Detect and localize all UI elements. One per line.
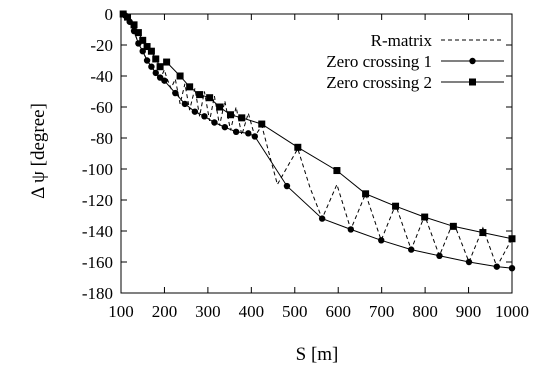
data-point-zero-crossing-2 [216,103,224,111]
y-tick-label: -140 [82,222,113,241]
x-tick-label: 800 [412,302,438,321]
data-point-zero-crossing-1 [245,130,252,137]
series-line-zero-crossing-1 [124,15,513,269]
data-point-zero-crossing-2 [147,47,155,55]
data-point-zero-crossing-2 [226,111,234,119]
y-tick-label: -40 [90,67,113,86]
data-point-zero-crossing-1 [181,100,189,108]
legend-label-zero-crossing-2: Zero crossing 2 [326,73,432,92]
data-point-zero-crossing-1 [347,226,355,233]
data-point-zero-crossing-1 [143,57,151,64]
data-point-zero-crossing-2 [130,21,138,29]
data-point-zero-crossing-2 [258,120,266,128]
data-point-zero-crossing-2 [124,13,132,21]
data-point-zero-crossing-1 [283,182,291,190]
y-axis-title: Δ ψ [degree] [28,103,49,199]
x-tick-label: 100 [108,302,134,321]
y-tick-label: -60 [90,98,113,117]
data-point-zero-crossing-1 [436,252,443,259]
data-point-zero-crossing-2 [186,83,194,91]
data-point-zero-crossing-1 [172,89,179,97]
data-point-zero-crossing-2 [163,58,171,66]
data-point-zero-crossing-1 [318,215,326,222]
y-tick-label: -160 [82,253,113,272]
x-axis-title: S [m] [296,344,339,365]
x-tick-label: 900 [456,302,482,321]
x-tick-label: 200 [152,302,178,321]
y-tick-label: -20 [90,36,113,55]
data-point-zero-crossing-1 [148,63,155,70]
data-point-zero-crossing-1 [465,258,473,266]
data-point-zero-crossing-2 [479,229,487,237]
legend-marker-zero-crossing-1 [469,57,476,65]
data-point-zero-crossing-2 [143,43,151,51]
data-point-zero-crossing-1 [408,246,415,253]
y-tick-label: 0 [105,5,114,24]
y-tick-label: -80 [90,129,113,148]
data-point-zero-crossing-1 [211,119,218,126]
x-tick-label: 600 [325,302,351,321]
data-point-zero-crossing-2 [421,213,429,221]
data-point-zero-crossing-2 [139,36,147,44]
data-point-zero-crossing-2 [449,222,457,230]
data-point-zero-crossing-2 [176,72,184,80]
plot-frame [120,13,513,294]
data-point-zero-crossing-1 [493,263,500,270]
data-point-zero-crossing-1 [232,128,240,135]
data-point-zero-crossing-2 [392,202,400,210]
data-point-zero-crossing-2 [134,29,142,37]
data-point-zero-crossing-2 [362,190,370,198]
x-tick-label: 1000 [495,302,529,321]
data-point-zero-crossing-2 [333,167,341,175]
y-tick-label: -100 [82,160,113,179]
data-point-zero-crossing-2 [294,143,302,151]
y-tick-label: -120 [82,191,113,210]
legend-label-r-matrix: R-matrix [371,31,433,50]
data-point-zero-crossing-2 [196,91,204,99]
data-point-zero-crossing-2 [152,55,160,63]
series-zero-crossing-1 [122,12,516,272]
data-point-zero-crossing-1 [191,108,199,115]
data-point-zero-crossing-1 [508,265,516,272]
data-point-zero-crossing-2 [206,94,214,102]
data-point-zero-crossing-1 [378,237,385,244]
x-tick-label: 500 [282,302,308,321]
legend-label-zero-crossing-1: Zero crossing 1 [326,52,432,71]
x-tick-label: 700 [369,302,395,321]
data-point-zero-crossing-2 [156,63,164,71]
data-point-zero-crossing-2 [238,114,246,122]
series-zero-crossing-2 [119,10,516,243]
data-point-zero-crossing-2 [508,235,516,243]
series-line-zero-crossing-2 [122,13,513,240]
data-point-zero-crossing-1 [251,133,259,140]
x-tick-label: 400 [239,302,265,321]
data-point-zero-crossing-1 [152,69,159,77]
data-point-zero-crossing-1 [161,77,168,84]
y-tick-label: -180 [82,284,113,303]
x-tick-label: 300 [195,302,221,321]
data-point-zero-crossing-2 [119,10,127,18]
data-point-zero-crossing-1 [201,113,208,120]
legend-marker-zero-crossing-2 [469,78,476,86]
data-point-zero-crossing-1 [221,123,229,131]
